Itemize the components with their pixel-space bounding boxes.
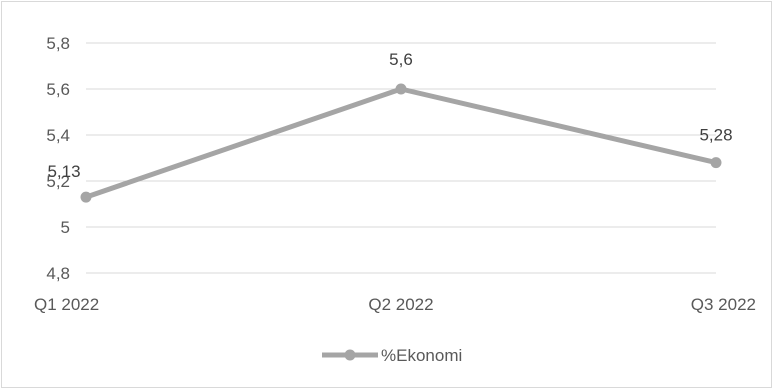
data-label: 5,6 bbox=[389, 50, 413, 69]
legend-point-marker bbox=[344, 349, 356, 361]
gridlines bbox=[86, 42, 716, 274]
y-tick-label: 5,6 bbox=[46, 80, 70, 99]
legend: %Ekonomi bbox=[322, 346, 462, 365]
y-tick-label: 5,2 bbox=[46, 172, 70, 191]
y-tick-label: 5,4 bbox=[46, 126, 70, 145]
data-point bbox=[80, 191, 92, 203]
data-labels: 5,13 5,6 5,28 bbox=[47, 50, 732, 181]
y-tick-label: 5 bbox=[61, 218, 70, 237]
y-tick-label: 4,8 bbox=[46, 264, 70, 283]
y-axis-labels: 5,8 5,6 5,4 5,2 5 4,8 bbox=[46, 34, 70, 283]
data-point bbox=[710, 157, 722, 169]
x-tick-label: Q2 2022 bbox=[368, 295, 433, 314]
series-ekonomi bbox=[80, 83, 722, 203]
data-label: 5,13 bbox=[47, 162, 80, 181]
x-tick-label: Q1 2022 bbox=[34, 295, 99, 314]
data-point bbox=[395, 83, 407, 95]
legend-entry-ekonomi: %Ekonomi bbox=[381, 346, 462, 365]
data-label: 5,28 bbox=[699, 126, 732, 145]
x-tick-label: Q3 2022 bbox=[691, 295, 756, 314]
x-axis-labels: Q1 2022 Q2 2022 Q3 2022 bbox=[34, 295, 756, 314]
y-tick-label: 5,8 bbox=[46, 34, 70, 53]
